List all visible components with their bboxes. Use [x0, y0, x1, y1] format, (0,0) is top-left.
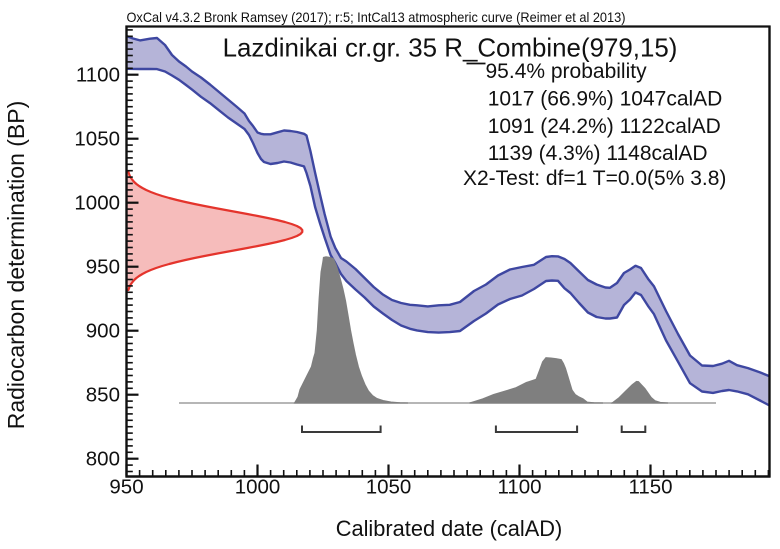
svg-text:Calibrated date (calAD): Calibrated date (calAD) [336, 516, 563, 541]
svg-text:1091 (24.2%) 1122calAD: 1091 (24.2%) 1122calAD [488, 115, 721, 138]
svg-text:1050: 1050 [366, 476, 412, 499]
svg-text:950: 950 [86, 256, 120, 279]
svg-text:950: 950 [109, 476, 143, 499]
svg-text:1100: 1100 [76, 64, 120, 87]
svg-text:1150: 1150 [628, 476, 672, 499]
svg-text:1050: 1050 [74, 128, 120, 151]
svg-text:Lazdinikai cr.gr. 35 R_Combine: Lazdinikai cr.gr. 35 R_Combine(979,15) [223, 35, 678, 63]
svg-text:95.4% probability: 95.4% probability [486, 60, 648, 83]
svg-text:850: 850 [86, 384, 120, 407]
svg-text:1017 (66.9%) 1047calAD: 1017 (66.9%) 1047calAD [488, 88, 723, 111]
svg-text:Radiocarbon determination (BP): Radiocarbon determination (BP) [3, 101, 29, 430]
svg-text:OxCal v4.3.2 Bronk Ramsey (201: OxCal v4.3.2 Bronk Ramsey (2017); r:5; I… [127, 10, 626, 25]
svg-text:1000: 1000 [235, 476, 281, 499]
svg-text:X2-Test: df=1 T=0.0(5% 3.8): X2-Test: df=1 T=0.0(5% 3.8) [463, 167, 726, 190]
svg-text:1100: 1100 [497, 476, 541, 499]
svg-text:1139 (4.3%) 1148calAD: 1139 (4.3%) 1148calAD [488, 142, 708, 165]
svg-text:1000: 1000 [74, 192, 120, 215]
svg-text:900: 900 [86, 320, 120, 343]
svg-text:800: 800 [86, 448, 120, 471]
